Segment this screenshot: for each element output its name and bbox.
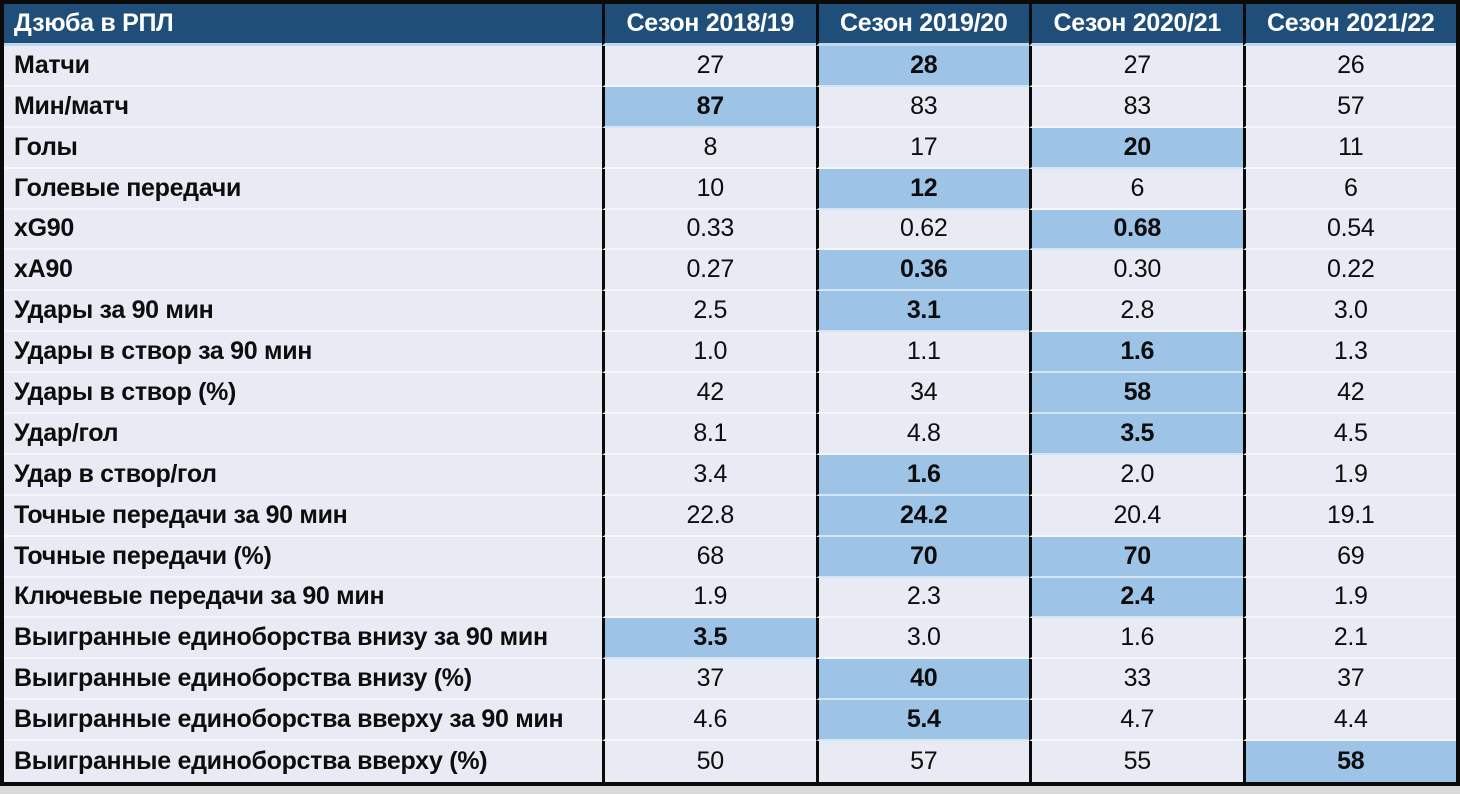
stat-row-label: Выигранные единоборства внизу за 90 мин	[4, 618, 602, 660]
stat-value-cell: 37	[1242, 659, 1456, 701]
stat-value-cell-highlighted: 0.36	[815, 250, 1029, 292]
stat-value-cell: 2.5	[602, 291, 816, 333]
stat-row-label: Голевые передачи	[4, 169, 602, 210]
stat-value-cell: 19.1	[1242, 495, 1456, 537]
stat-value-cell: 20.4	[1029, 495, 1243, 537]
stat-value-cell: 50	[602, 741, 816, 782]
stat-value-cell-highlighted: 1.6	[815, 454, 1029, 496]
stat-value-cell: 37	[602, 659, 816, 701]
stat-value-cell: 4.7	[1029, 700, 1243, 742]
stat-value-cell-highlighted: 3.5	[1029, 414, 1243, 455]
stat-value-cell-highlighted: 87	[602, 86, 816, 128]
stat-value-cell: 0.22	[1242, 250, 1456, 292]
stat-value-cell: 1.9	[1242, 454, 1456, 496]
stat-value-cell: 10	[602, 168, 816, 210]
stat-value-cell: 0.33	[602, 209, 816, 251]
stat-value-cell-highlighted: 58	[1242, 741, 1456, 782]
stat-row-label: Мин/матч	[4, 87, 602, 128]
stat-value-cell: 0.54	[1242, 209, 1456, 251]
season-header-2020-21: Сезон 2020/21	[1029, 4, 1243, 46]
stat-value-cell: 8	[602, 127, 816, 169]
stat-row-label: Ключевые передачи за 90 мин	[4, 578, 602, 619]
stat-value-cell: 33	[1029, 659, 1243, 701]
stat-value-cell-highlighted: 3.1	[815, 291, 1029, 333]
stat-value-cell: 0.62	[815, 209, 1029, 251]
stat-value-cell: 34	[815, 373, 1029, 414]
stat-value-cell: 1.9	[602, 577, 816, 619]
stat-row-label: Удары в створ (%)	[4, 373, 602, 414]
stat-value-cell: 11	[1242, 127, 1456, 169]
stat-value-cell: 42	[602, 373, 816, 414]
stat-value-cell-highlighted: 58	[1029, 373, 1243, 414]
stat-value-cell: 4.6	[602, 700, 816, 742]
stat-value-cell: 4.4	[1242, 700, 1456, 742]
stat-value-cell-highlighted: 3.5	[602, 618, 816, 660]
stat-value-cell-highlighted: 70	[815, 536, 1029, 578]
stat-value-cell: 2.3	[815, 577, 1029, 619]
stat-value-cell: 83	[815, 86, 1029, 128]
stat-value-cell: 4.5	[1242, 414, 1456, 455]
stat-value-cell-highlighted: 12	[815, 168, 1029, 210]
stat-value-cell: 2.0	[1029, 454, 1243, 496]
stat-value-cell: 2.1	[1242, 618, 1456, 660]
stat-row-label: Выигранные единоборства вверху (%)	[14, 747, 488, 776]
stat-value-cell: 0.27	[602, 250, 816, 292]
stat-value-cell-highlighted: 20	[1029, 127, 1243, 169]
stat-value-cell: 55	[1029, 741, 1243, 782]
stat-value-cell-highlighted: 1.6	[1029, 332, 1243, 374]
stat-value-cell: 4.8	[815, 414, 1029, 455]
stat-value-cell-highlighted: 24.2	[815, 495, 1029, 537]
stat-value-cell: 8.1	[602, 414, 816, 455]
stat-value-cell: 1.0	[602, 332, 816, 374]
stat-value-cell-highlighted: 2.4	[1029, 577, 1243, 619]
season-header-2018-19: Сезон 2018/19	[602, 4, 816, 46]
stat-value-cell: 1.9	[1242, 577, 1456, 619]
stat-value-cell: 0.30	[1029, 250, 1243, 292]
stat-row-label: Выигранные единоборства вверху за 90 мин	[4, 700, 602, 742]
stat-value-cell: 3.0	[1242, 291, 1456, 333]
stat-row-label: Точные передачи (%)	[4, 537, 602, 578]
stat-row-label: xG90	[4, 210, 602, 251]
stat-value-cell: 69	[1242, 536, 1456, 578]
stat-row-label: Удар в створ/гол	[4, 455, 602, 496]
stat-value-cell: 26	[1242, 46, 1456, 87]
stat-row-label: Выигранные единоборства внизу (%)	[4, 659, 602, 701]
stat-row-label: Удары в створ за 90 мин	[4, 332, 602, 374]
stat-value-cell: 1.1	[815, 332, 1029, 374]
stat-value-cell: 3.4	[602, 454, 816, 496]
stat-row-label: Матчи	[4, 46, 602, 87]
stat-value-cell-highlighted: 5.4	[815, 700, 1029, 742]
season-header-2021-22: Сезон 2021/22	[1242, 4, 1456, 46]
stat-value-cell: 27	[1029, 46, 1243, 87]
stat-value-cell: 68	[602, 536, 816, 578]
stat-value-cell: 57	[815, 741, 1030, 782]
stat-value-cell: 27	[602, 46, 816, 87]
stat-value-cell: 6	[1029, 168, 1243, 210]
stat-value-cell: 17	[815, 127, 1029, 169]
stat-value-cell-highlighted: 0.68	[1029, 209, 1243, 251]
stat-value-cell: 1.6	[1029, 618, 1243, 660]
stat-row-label: Голы	[4, 128, 602, 169]
stat-value-cell: 2.8	[1029, 291, 1243, 333]
stat-value-cell: 83	[1029, 86, 1243, 128]
stat-value-cell: 57	[1242, 86, 1456, 128]
stat-value-cell: 6	[1242, 168, 1456, 210]
stat-value-cell: 42	[1242, 373, 1456, 414]
stat-row-label: Удары за 90 мин	[4, 291, 602, 333]
stat-value-cell: 22.8	[602, 495, 816, 537]
stat-value-cell: 1.3	[1242, 332, 1456, 374]
stat-value-cell: 3.0	[815, 618, 1029, 660]
stat-value-cell-highlighted: 40	[815, 659, 1029, 701]
stat-row-label: Удар/гол	[4, 414, 602, 455]
stat-row-label: Точные передачи за 90 мин	[4, 496, 602, 537]
season-header-2019-20: Сезон 2019/20	[815, 4, 1029, 46]
stat-value-cell-highlighted: 28	[815, 46, 1029, 87]
stat-row-label: xA90	[4, 250, 602, 292]
stat-value-cell-highlighted: 70	[1029, 536, 1243, 578]
table-title-corner-cell: Дзюба в РПЛ	[4, 4, 602, 46]
